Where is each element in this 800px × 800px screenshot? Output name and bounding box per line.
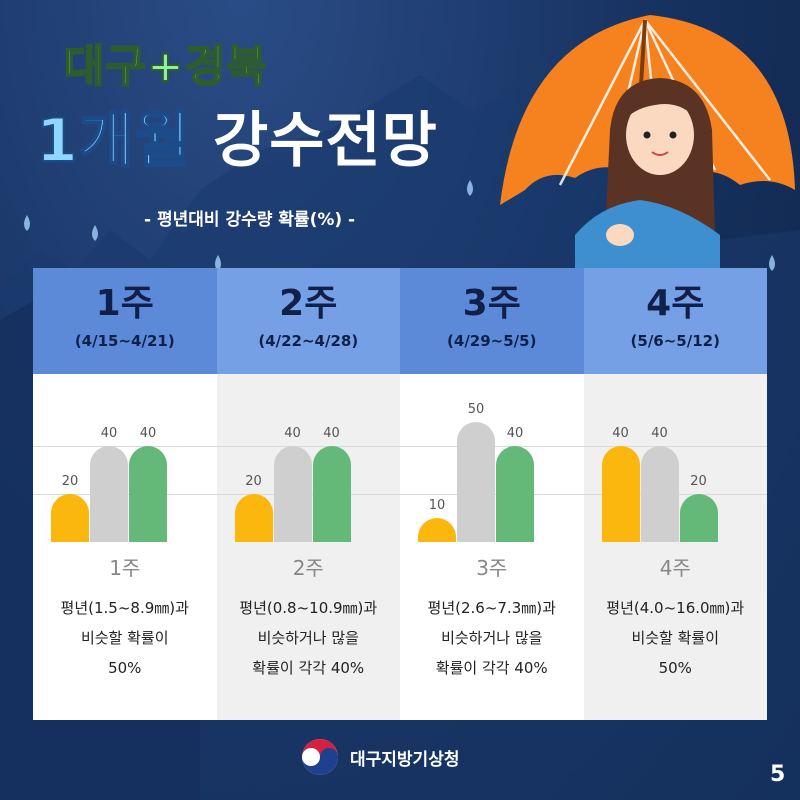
- data-label: 40: [612, 426, 629, 441]
- data-label: 40: [323, 426, 340, 441]
- week-label: 2주: [279, 283, 338, 324]
- week-column-4: 4주 (5/6~5/12) 40 40 20 4주 평년(4.0~16.0㎜)과 비슷…: [583, 268, 768, 720]
- page-title: 1개월 강수전망: [35, 92, 438, 179]
- x-axis-label: 4주: [659, 556, 691, 580]
- forecast-description: 평년(1.5~8.9㎜)과 비슷할 확률이 50%: [33, 593, 217, 683]
- bar: [679, 494, 718, 542]
- data-label: 40: [100, 426, 118, 441]
- bar: [312, 446, 351, 542]
- subtitle: - 평년대비 강수량 확률(%) -: [144, 210, 356, 230]
- week-header: 2주 (4/22~4/28): [216, 268, 400, 374]
- forecast-description: 평년(2.6~7.3㎜)과 비슷하거나 많을 확률이 각각 40%: [400, 593, 584, 683]
- data-label: 20: [690, 474, 707, 489]
- data-label: 40: [284, 426, 301, 441]
- data-label: 40: [651, 426, 668, 441]
- week-header: 3주 (4/29~5/5): [400, 268, 584, 374]
- title-highlight: 1개월: [35, 105, 192, 177]
- gridline: [216, 446, 400, 447]
- bar-chart: 40 40 20: [583, 374, 767, 542]
- desc-line: 비슷하거나 많을: [441, 629, 543, 647]
- week-column-1: 1주 (4/15~4/21) 20 40 40 1주 평년(1.5~8.9㎜)과 비슷…: [33, 268, 217, 720]
- footer: 대구지방기상청: [300, 737, 459, 777]
- bar: [496, 446, 534, 542]
- x-axis-label: 1주: [109, 556, 141, 580]
- data-label: 20: [61, 474, 79, 489]
- desc-line: 확률이 각각 40%: [252, 659, 365, 677]
- desc-line: 평년(1.5~8.9㎜)과: [60, 599, 189, 617]
- bar: [273, 446, 312, 542]
- forecast-description: 평년(4.0~16.0㎜)과 비슷할 확률이 50%: [584, 593, 768, 683]
- data-label: 50: [467, 402, 485, 417]
- week-header: 1주 (4/15~4/21): [33, 268, 217, 374]
- gridline: [33, 446, 217, 447]
- girl-illustration: [575, 78, 720, 270]
- title-region: 대구+경북: [63, 40, 268, 93]
- bar-chart: 20 40 40: [216, 374, 400, 542]
- week-column-2: 2주 (4/22~4/28) 20 40 40 2주 평년(0.8~10.9㎜)과 비…: [216, 268, 401, 720]
- bar: [457, 422, 495, 542]
- week-header: 4주 (5/6~5/12): [583, 268, 767, 374]
- desc-line: 50%: [108, 659, 142, 677]
- bar-chart: 10 50 40: [400, 374, 584, 542]
- bar: [640, 446, 679, 542]
- bar: [601, 446, 640, 542]
- week-label: 4주: [646, 283, 705, 324]
- forecast-card: 1주 (4/15~4/21) 20 40 40 1주 평년(1.5~8.9㎜)과 비슷…: [33, 268, 767, 720]
- desc-line: 평년(2.6~7.3㎜)과: [427, 599, 556, 617]
- week-label: 3주: [462, 283, 521, 324]
- desc-line: 비슷할 확률이: [80, 629, 169, 647]
- forecast-description: 평년(0.8~10.9㎜)과 비슷하거나 많을 확률이 각각 40%: [217, 593, 401, 683]
- data-label: 10: [428, 498, 446, 513]
- desc-line: 50%: [658, 659, 692, 677]
- desc-line: 확률이 각각 40%: [435, 659, 548, 677]
- desc-line: 평년(0.8~10.9㎜)과: [239, 599, 378, 617]
- gridline: [583, 446, 767, 447]
- bar: [51, 494, 89, 542]
- week-date-range: (4/22~4/28): [258, 332, 359, 350]
- title-main: 강수전망: [213, 106, 438, 176]
- bar: [234, 494, 273, 542]
- desc-line: 비슷할 확률이: [631, 629, 720, 647]
- agency-name: 대구지방기상청: [350, 749, 460, 770]
- week-column-3: 3주 (4/29~5/5) 10 50 40 3주 평년(2.6~7.3㎜)과 비슷하…: [400, 268, 584, 720]
- week-date-range: (4/15~4/21): [74, 332, 175, 350]
- desc-line: 비슷하거나 많을: [257, 629, 359, 647]
- x-axis-label: 2주: [292, 556, 324, 580]
- bar: [129, 446, 167, 542]
- bar: [418, 518, 456, 542]
- week-date-range: (5/6~5/12): [630, 332, 720, 350]
- data-label: 40: [139, 426, 157, 441]
- page-number: 5: [770, 762, 786, 787]
- x-axis-label: 3주: [476, 556, 508, 580]
- agency-logo-icon: [302, 739, 338, 775]
- bar: [90, 446, 128, 542]
- desc-line: 평년(4.0~16.0㎜)과: [606, 599, 745, 617]
- data-label: 20: [245, 474, 262, 489]
- week-label: 1주: [95, 283, 154, 324]
- data-label: 40: [506, 426, 524, 441]
- bar-chart: 20 40 40: [33, 374, 217, 542]
- week-date-range: (4/29~5/5): [447, 332, 537, 350]
